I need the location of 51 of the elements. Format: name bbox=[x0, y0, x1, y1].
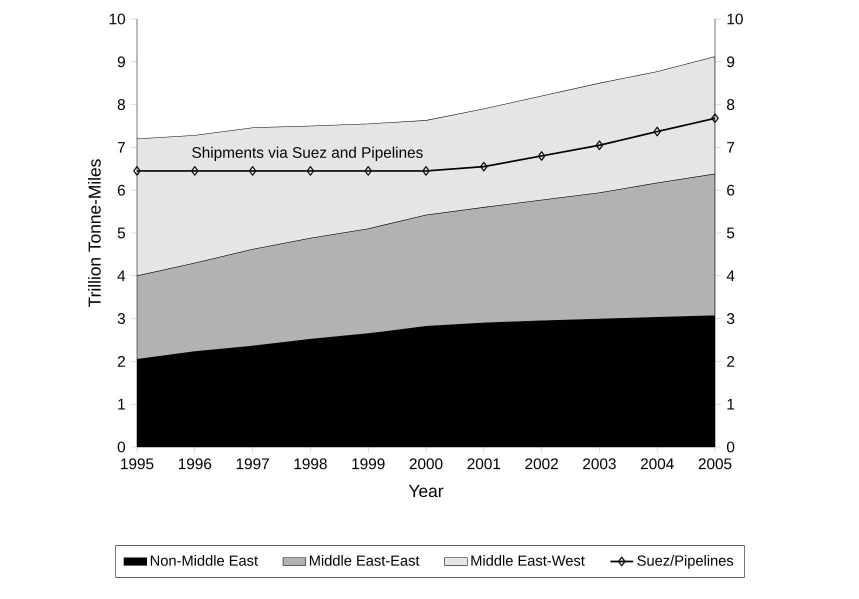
x-tick-label: 1995 bbox=[121, 458, 154, 470]
y-tick-label: 4 bbox=[117, 270, 126, 282]
y-tick-label: 10 bbox=[110, 14, 126, 24]
y2-tick-label: 7 bbox=[727, 142, 734, 153]
y-tick-label: 3 bbox=[118, 313, 125, 324]
x-tick-label: 1999 bbox=[352, 458, 385, 470]
point bbox=[711, 113, 719, 124]
x-tick-label: 2003 bbox=[583, 458, 616, 470]
x-tick-label: 1997 bbox=[236, 458, 269, 470]
y2-tick-label: 4 bbox=[726, 270, 734, 282]
y-tick-label: 2 bbox=[118, 356, 125, 367]
annotation: Shipments via Suez and Pipelines bbox=[192, 146, 423, 161]
y-tick-label: 6 bbox=[118, 184, 125, 196]
x-tick-label: 2000 bbox=[410, 458, 442, 470]
point bbox=[248, 166, 256, 176]
y-axis-title: Trillion Tonne-Miles bbox=[88, 159, 101, 307]
legend-label: Non-Middle East bbox=[150, 555, 258, 566]
point bbox=[306, 166, 314, 176]
legend-label: Middle East-East bbox=[310, 555, 420, 566]
x-tick-label: 1998 bbox=[294, 458, 327, 470]
legend-label: Suez/Pipelines bbox=[637, 555, 734, 569]
x-tick-label: 2001 bbox=[468, 458, 500, 470]
y2-tick-label: 2 bbox=[727, 356, 734, 367]
point bbox=[596, 140, 604, 150]
x-axis-title: Year bbox=[408, 485, 444, 498]
y-tick-label: 9 bbox=[118, 56, 125, 68]
x-tick-label: 2004 bbox=[640, 458, 674, 470]
point bbox=[191, 166, 199, 176]
y2-tick-label: 9 bbox=[727, 56, 734, 68]
y2-tick-label: 3 bbox=[726, 313, 734, 324]
point bbox=[653, 126, 662, 136]
y2-tick-label: 5 bbox=[726, 228, 734, 238]
point bbox=[480, 162, 488, 172]
y-tick-label: 1 bbox=[118, 398, 125, 410]
point bbox=[364, 166, 372, 176]
y-tick-label: 7 bbox=[118, 142, 125, 153]
point bbox=[538, 151, 546, 161]
x-tick-label: 1996 bbox=[178, 458, 212, 470]
legend-label: Middle East-West bbox=[471, 555, 585, 566]
y2-tick-label: 8 bbox=[727, 99, 734, 110]
y2-tick-label: 0 bbox=[726, 442, 734, 452]
y2-tick-label: 6 bbox=[727, 184, 734, 196]
point bbox=[422, 166, 430, 176]
y-tick-label: 5 bbox=[118, 228, 125, 238]
point bbox=[133, 166, 141, 176]
x-tick-label: 2002 bbox=[525, 458, 558, 470]
y2-tick-label: 10 bbox=[728, 14, 743, 24]
y-tick-label: 0 bbox=[118, 442, 126, 452]
x-tick-label: 2005 bbox=[698, 458, 732, 470]
y-tick-label: 8 bbox=[118, 99, 125, 110]
y2-tick-label: 1 bbox=[728, 398, 734, 410]
